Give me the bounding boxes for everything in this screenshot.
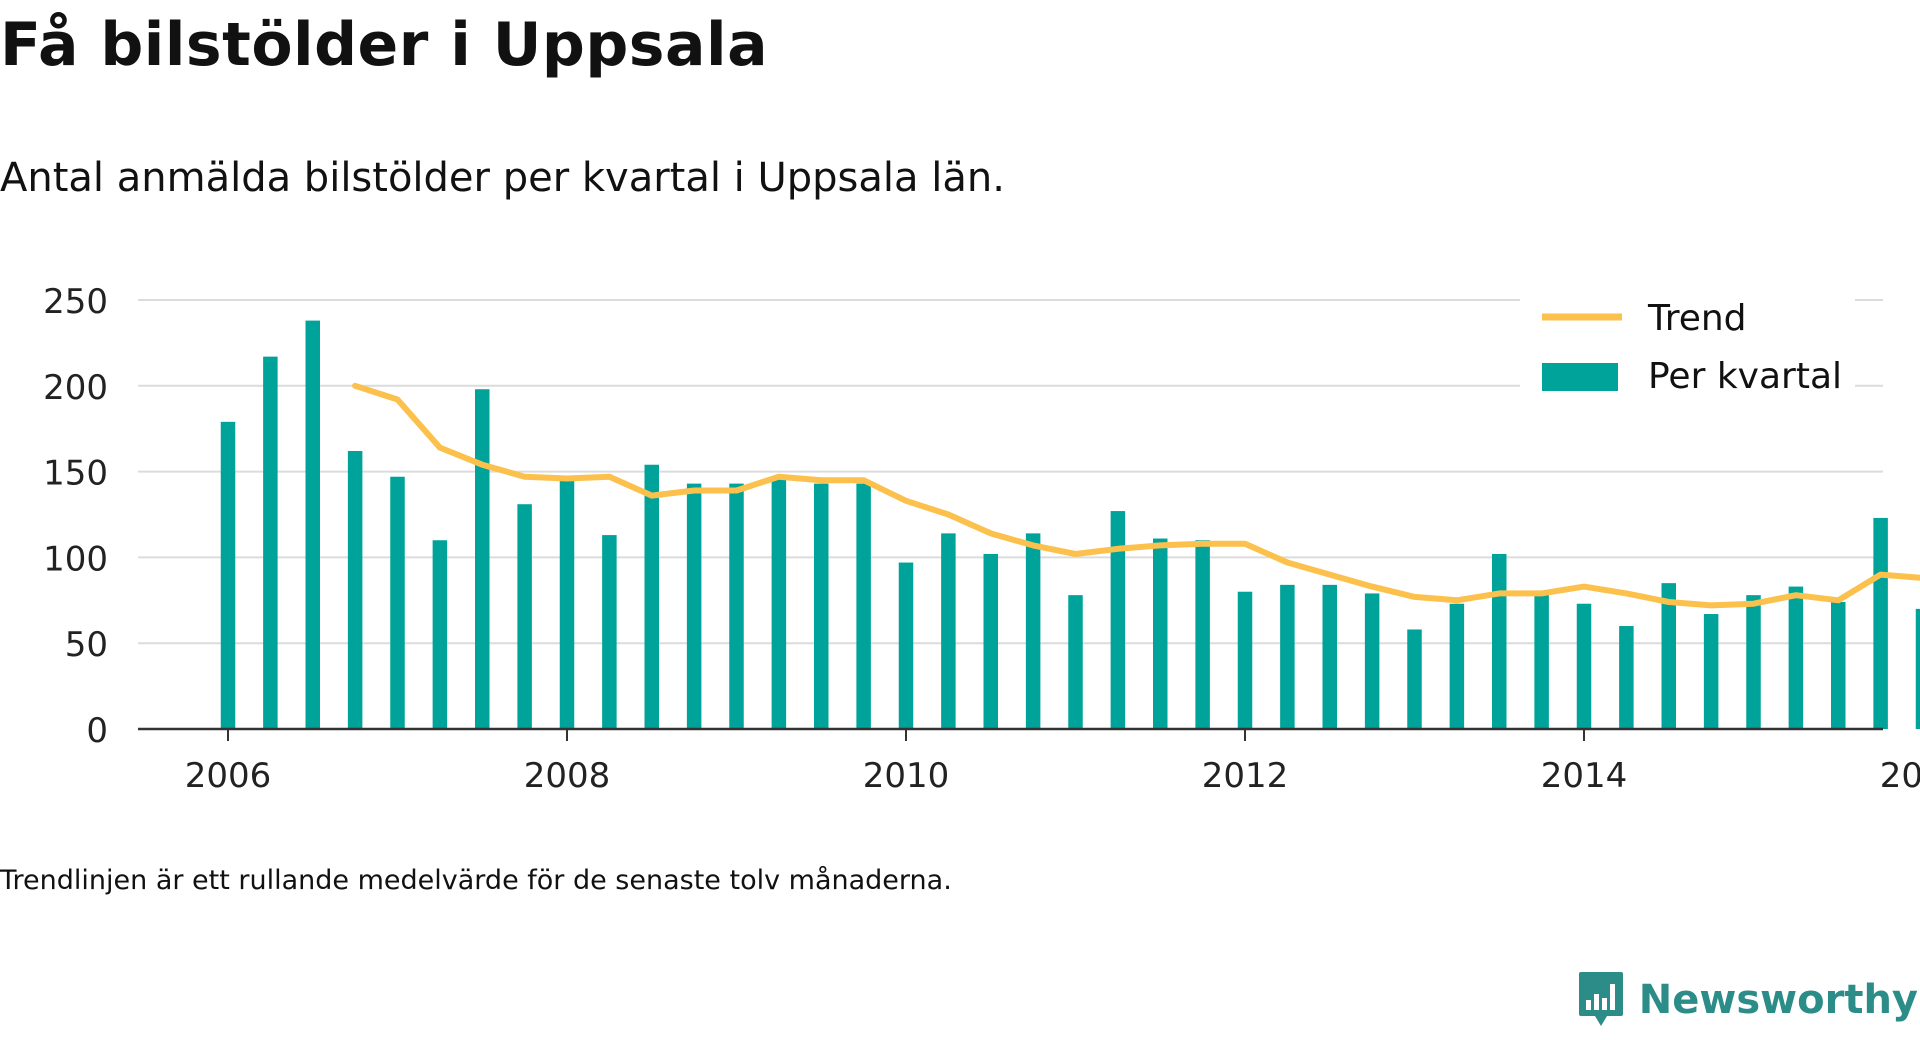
y-tick-label: 200: [43, 368, 108, 408]
bar: [432, 540, 448, 729]
y-tick-label: 0: [86, 711, 108, 751]
bar: [347, 451, 363, 729]
newsworthy-logo-icon: [1578, 972, 1623, 1026]
bar: [1492, 553, 1507, 729]
bar: [1195, 540, 1210, 729]
legend: Trend Per kvartal: [1520, 290, 1855, 415]
bar: [941, 533, 956, 729]
bar: [1110, 511, 1126, 729]
footnote: Trendlinjen är ett rullande medelvärde f…: [0, 865, 952, 896]
bar: [729, 483, 744, 729]
bar: [1449, 603, 1465, 729]
bar: [390, 476, 405, 729]
bar: [1068, 595, 1083, 729]
trend-line-group: [352, 382, 1920, 609]
legend-trend-label: Trend: [1647, 298, 1747, 339]
y-tick-label: 50: [65, 625, 108, 665]
bar: [1322, 584, 1337, 729]
bar: [1407, 629, 1422, 729]
legend-background: [1520, 290, 1855, 415]
bar: [644, 464, 659, 729]
x-tick-label: 2014: [1541, 756, 1628, 796]
x-axis: 2006200820102012201420162018202020222024: [138, 727, 1920, 796]
bar: [1831, 602, 1846, 729]
x-tick-label: 2008: [524, 756, 611, 796]
bar: [1873, 517, 1888, 729]
y-tick-label: 150: [43, 454, 108, 494]
bar: [1025, 533, 1041, 729]
y-tick-label: 250: [43, 282, 108, 322]
bar: [475, 389, 490, 729]
brand-name: Newsworthy: [1638, 977, 1918, 1023]
legend-bar-label: Per kvartal: [1648, 356, 1842, 397]
bar: [559, 480, 575, 729]
x-tick-label: 2016: [1880, 756, 1920, 796]
bar: [263, 356, 278, 729]
bar: [686, 483, 702, 729]
trend-line: [352, 382, 1920, 609]
bar: [814, 483, 829, 729]
bar: [1788, 586, 1804, 729]
chart: 0 50 100 150 200 250 2006 2008 2010 2012 2014 2016…: [43, 282, 1920, 796]
bar: [1534, 591, 1549, 729]
bar: [983, 553, 998, 729]
legend-bar-swatch: [1542, 363, 1618, 391]
bar: [1237, 591, 1253, 729]
page-title: Få bilstölder i Uppsala: [0, 10, 769, 80]
x-tick-label: 2006: [185, 756, 272, 796]
x-tick-label: 2012: [1202, 756, 1289, 796]
bar: [1746, 595, 1761, 729]
bar: [771, 476, 787, 729]
bar: [517, 504, 532, 729]
bar: [1703, 614, 1719, 729]
bars: [220, 320, 1920, 729]
bar: [1576, 603, 1592, 729]
bar: [856, 483, 871, 729]
bar: [1153, 538, 1168, 729]
x-tick-label: 2010: [863, 756, 950, 796]
bar: [602, 535, 617, 729]
bar: [305, 320, 320, 729]
brand: Newsworthy: [1577, 970, 1918, 1030]
bar: [1661, 583, 1676, 729]
bar: [1280, 584, 1295, 729]
bar: [1915, 608, 1920, 729]
y-axis: 0 50 100 150 200 250: [43, 282, 108, 751]
bar: [1619, 626, 1634, 729]
y-tick-label: 100: [43, 539, 108, 579]
bar: [220, 421, 236, 729]
page-subtitle: Antal anmälda bilstölder per kvartal i U…: [0, 155, 1005, 201]
bar: [1364, 593, 1380, 729]
bar: [898, 562, 914, 729]
